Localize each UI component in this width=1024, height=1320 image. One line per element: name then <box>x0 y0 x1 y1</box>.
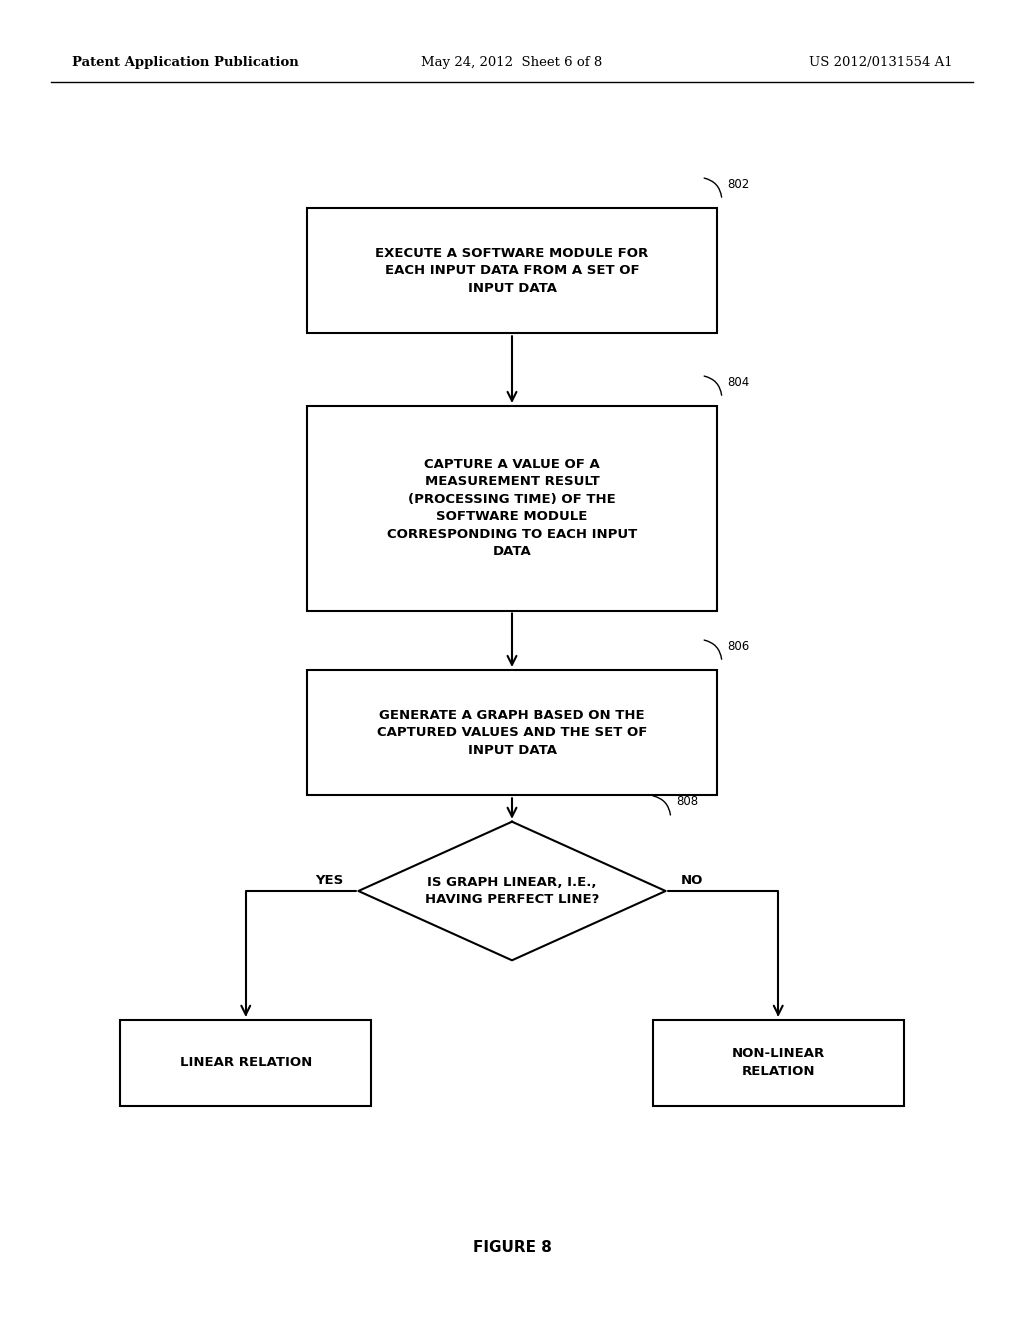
FancyBboxPatch shape <box>307 407 717 610</box>
Text: 808: 808 <box>676 796 698 808</box>
Text: LINEAR RELATION: LINEAR RELATION <box>179 1056 312 1069</box>
FancyBboxPatch shape <box>653 1019 903 1106</box>
Text: FIGURE 8: FIGURE 8 <box>472 1239 552 1255</box>
Text: IS GRAPH LINEAR, I.E.,
HAVING PERFECT LINE?: IS GRAPH LINEAR, I.E., HAVING PERFECT LI… <box>425 875 599 907</box>
Text: Patent Application Publication: Patent Application Publication <box>72 55 298 69</box>
FancyBboxPatch shape <box>121 1019 371 1106</box>
FancyBboxPatch shape <box>307 671 717 795</box>
Text: 804: 804 <box>727 376 750 388</box>
Text: NO: NO <box>681 874 703 887</box>
Polygon shape <box>358 821 666 961</box>
Text: CAPTURE A VALUE OF A
MEASUREMENT RESULT
(PROCESSING TIME) OF THE
SOFTWARE MODULE: CAPTURE A VALUE OF A MEASUREMENT RESULT … <box>387 458 637 558</box>
Text: May 24, 2012  Sheet 6 of 8: May 24, 2012 Sheet 6 of 8 <box>421 55 603 69</box>
Text: NON-LINEAR
RELATION: NON-LINEAR RELATION <box>731 1047 825 1078</box>
Text: US 2012/0131554 A1: US 2012/0131554 A1 <box>809 55 952 69</box>
Text: EXECUTE A SOFTWARE MODULE FOR
EACH INPUT DATA FROM A SET OF
INPUT DATA: EXECUTE A SOFTWARE MODULE FOR EACH INPUT… <box>376 247 648 294</box>
Text: YES: YES <box>314 874 343 887</box>
FancyBboxPatch shape <box>307 207 717 333</box>
Text: 806: 806 <box>727 640 750 652</box>
Text: 802: 802 <box>727 178 750 190</box>
Text: GENERATE A GRAPH BASED ON THE
CAPTURED VALUES AND THE SET OF
INPUT DATA: GENERATE A GRAPH BASED ON THE CAPTURED V… <box>377 709 647 756</box>
